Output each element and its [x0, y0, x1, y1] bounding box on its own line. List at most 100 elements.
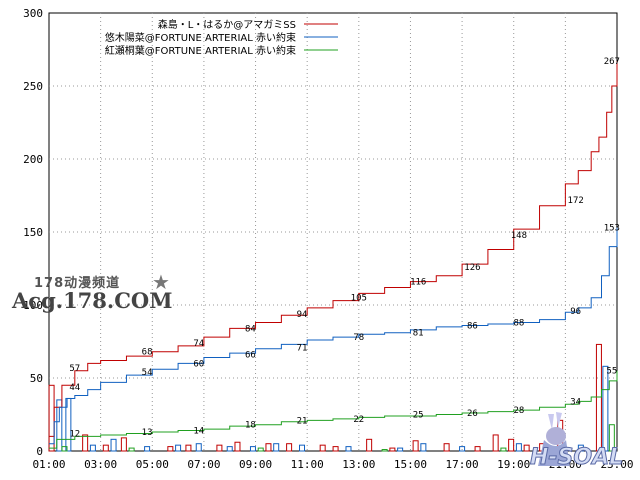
bar [257, 447, 264, 452]
data-label: 18 [245, 421, 256, 431]
data-label: 66 [245, 351, 256, 361]
data-label: 126 [464, 263, 480, 273]
bar [56, 399, 63, 452]
bar [299, 444, 306, 452]
y-tick-label: 150 [23, 226, 43, 239]
bar [144, 446, 151, 452]
data-label: 44 [69, 383, 80, 393]
bar [273, 443, 280, 452]
bar [185, 444, 192, 452]
data-label: 116 [410, 278, 426, 288]
bar [128, 447, 135, 452]
bar [412, 440, 419, 452]
bar [120, 437, 127, 452]
bar [110, 438, 117, 452]
data-label: 34 [570, 397, 581, 407]
data-label: 60 [193, 359, 204, 369]
bar [167, 446, 174, 452]
data-label: 88 [513, 319, 524, 329]
x-tick-label: 11:00 [291, 458, 324, 471]
star-icon: ★ [152, 270, 170, 294]
watermark: 178动漫频道 Acg.178.COM ★ [12, 268, 198, 322]
data-label: 12 [69, 429, 80, 439]
bar [523, 444, 530, 452]
x-tick-label: 23:00 [600, 458, 633, 471]
data-label: 14 [193, 427, 204, 437]
data-label: 28 [513, 406, 524, 416]
corner-logo: H-SOAL [530, 412, 624, 470]
data-label: 267 [604, 57, 620, 67]
series-line [49, 61, 618, 437]
bar [366, 438, 373, 452]
bar [492, 434, 499, 452]
bar [89, 444, 96, 452]
bar [61, 446, 68, 452]
bar [286, 443, 293, 452]
data-label: 86 [467, 321, 478, 331]
x-tick-label: 01:00 [32, 458, 65, 471]
data-label: 25 [413, 411, 424, 421]
bar [332, 446, 339, 452]
bar [515, 443, 522, 452]
bar [420, 443, 427, 452]
data-label: 148 [511, 231, 527, 241]
watermark-site-name: 178动漫频道 [34, 276, 121, 291]
legend-label: 森島・L・はるか@アマガミSS [158, 18, 296, 31]
corner-logo-text: H-SOAL [530, 445, 623, 470]
y-tick-label: 300 [23, 7, 43, 20]
data-label: 74 [193, 339, 204, 349]
y-tick-label: 100 [23, 299, 43, 312]
bar [443, 443, 450, 452]
bar [459, 446, 466, 452]
y-tick-label: 200 [23, 153, 43, 166]
data-label: 94 [297, 310, 308, 320]
data-label: 105 [351, 294, 367, 304]
data-label: 22 [353, 415, 364, 425]
data-label: 55 [606, 367, 617, 377]
bar [345, 446, 352, 452]
x-tick-label: 17:00 [446, 458, 479, 471]
series-line [49, 370, 618, 449]
data-label: 78 [353, 333, 364, 343]
data-label: 68 [142, 348, 153, 358]
bar [175, 444, 182, 452]
bar [82, 434, 89, 452]
data-label: 71 [297, 343, 308, 353]
bar [508, 438, 515, 452]
bar [595, 343, 602, 452]
bar [474, 446, 481, 452]
x-tick-label: 07:00 [187, 458, 220, 471]
bar [381, 449, 388, 452]
bar [397, 447, 404, 452]
legend-label: 悠木陽菜@FORTUNE ARTERIAL 赤い約束 [105, 31, 296, 44]
legend-label: 紅瀬桐葉@FORTUNE ARTERIAL 赤い約束 [105, 44, 296, 57]
data-label: 13 [142, 428, 153, 438]
bar [319, 444, 326, 452]
x-tick-label: 05:00 [136, 458, 169, 471]
x-tick-label: 03:00 [84, 458, 117, 471]
bar [226, 446, 233, 452]
series-line [49, 227, 618, 445]
bar [389, 447, 396, 452]
x-tick-label: 09:00 [239, 458, 272, 471]
x-tick-label: 13:00 [342, 458, 375, 471]
bar [577, 444, 584, 452]
bar [216, 444, 223, 452]
bar [608, 424, 615, 452]
data-label: 81 [413, 329, 424, 339]
data-label: 153 [604, 224, 620, 234]
data-label: 96 [570, 307, 581, 317]
bar [234, 441, 241, 452]
y-tick-label: 250 [23, 80, 43, 93]
watermark-url: Acg.178.COM [12, 288, 173, 313]
y-tick-label: 0 [36, 445, 43, 458]
data-label: 172 [568, 196, 584, 206]
data-label: 84 [245, 324, 256, 334]
data-label: 57 [69, 364, 80, 374]
data-label: 26 [467, 409, 478, 419]
bar [500, 447, 507, 452]
bar [265, 443, 272, 452]
bar [102, 444, 109, 452]
data-label: 54 [142, 368, 153, 378]
